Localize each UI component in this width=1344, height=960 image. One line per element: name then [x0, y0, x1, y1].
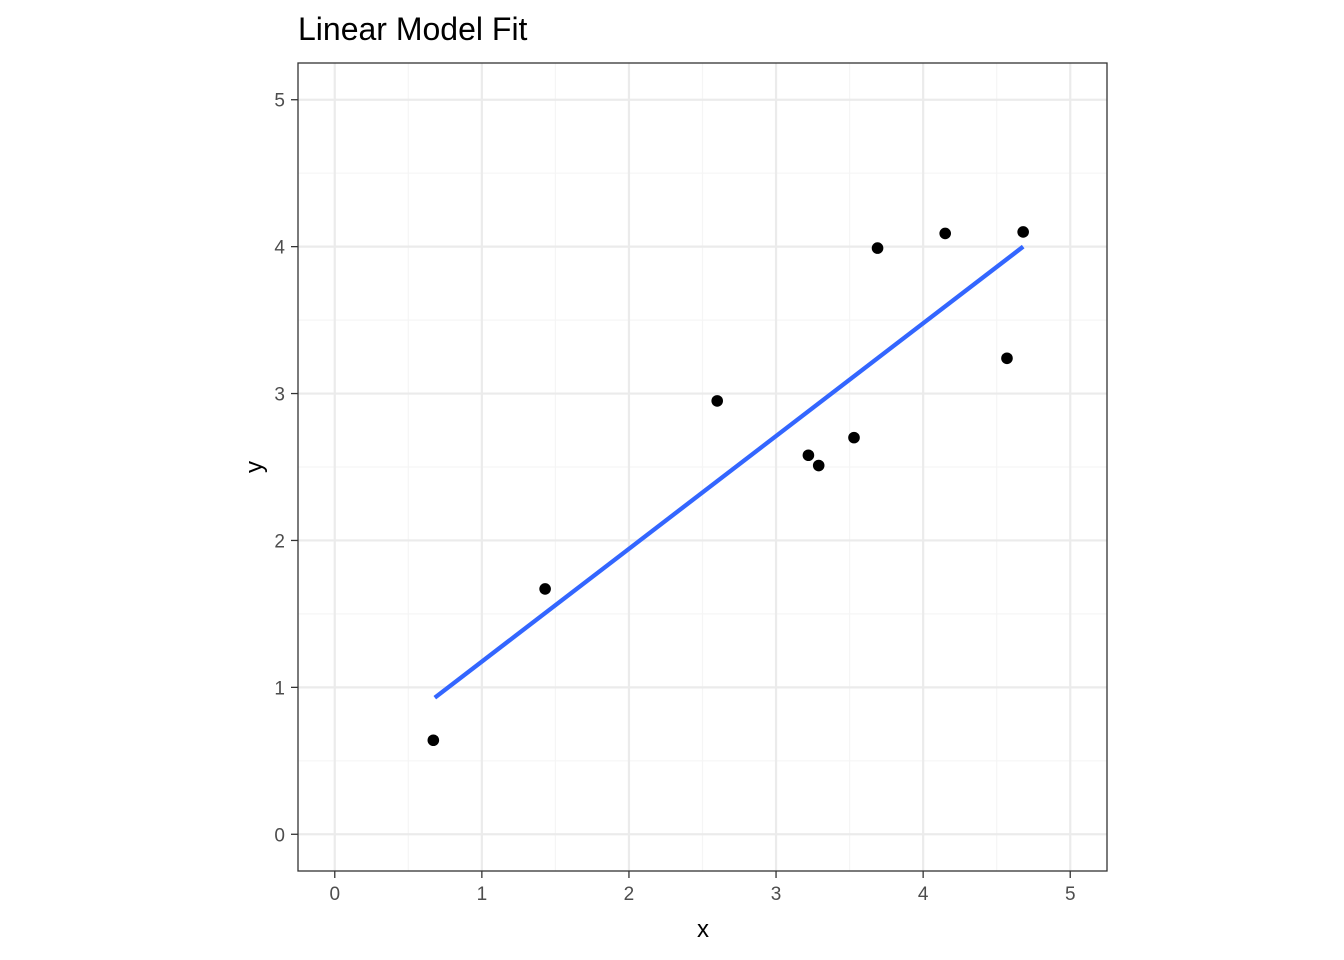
x-tick-label: 3 — [771, 884, 782, 905]
y-tick-label: 0 — [274, 825, 285, 846]
y-tick-label: 4 — [274, 238, 285, 259]
y-tick-label: 2 — [274, 531, 285, 552]
data-point — [1001, 352, 1013, 365]
major-grid — [298, 63, 1107, 871]
x-tick-label: 4 — [918, 884, 929, 905]
x-tick-label: 5 — [1065, 884, 1076, 905]
y-tick-label: 3 — [274, 385, 285, 406]
x-tick-label: 2 — [624, 884, 635, 905]
fit-line — [433, 244, 1025, 700]
y-axis: 0 1 2 3 4 5 — [274, 91, 298, 846]
minor-grid — [298, 63, 1107, 871]
x-tick-label: 1 — [477, 884, 488, 905]
data-point — [539, 583, 551, 595]
data-point — [871, 242, 884, 254]
points-layer — [427, 226, 1029, 747]
y-tick-label: 1 — [274, 678, 285, 699]
x-tick-label: 0 — [329, 884, 340, 905]
data-point — [848, 431, 860, 444]
data-point — [802, 449, 815, 462]
y-axis-title: y — [241, 461, 268, 473]
x-axis: 0 1 2 3 4 5 — [329, 871, 1076, 905]
y-tick-label: 5 — [274, 91, 285, 112]
chart-title: Linear Model Fit — [298, 11, 528, 47]
fit-line-layer — [433, 244, 1025, 700]
data-point — [939, 227, 951, 240]
x-axis-title: x — [697, 916, 709, 943]
data-point — [711, 395, 724, 407]
data-point — [1017, 226, 1029, 238]
data-point — [812, 459, 825, 472]
panel-border — [297, 62, 1108, 872]
data-point — [427, 734, 440, 747]
